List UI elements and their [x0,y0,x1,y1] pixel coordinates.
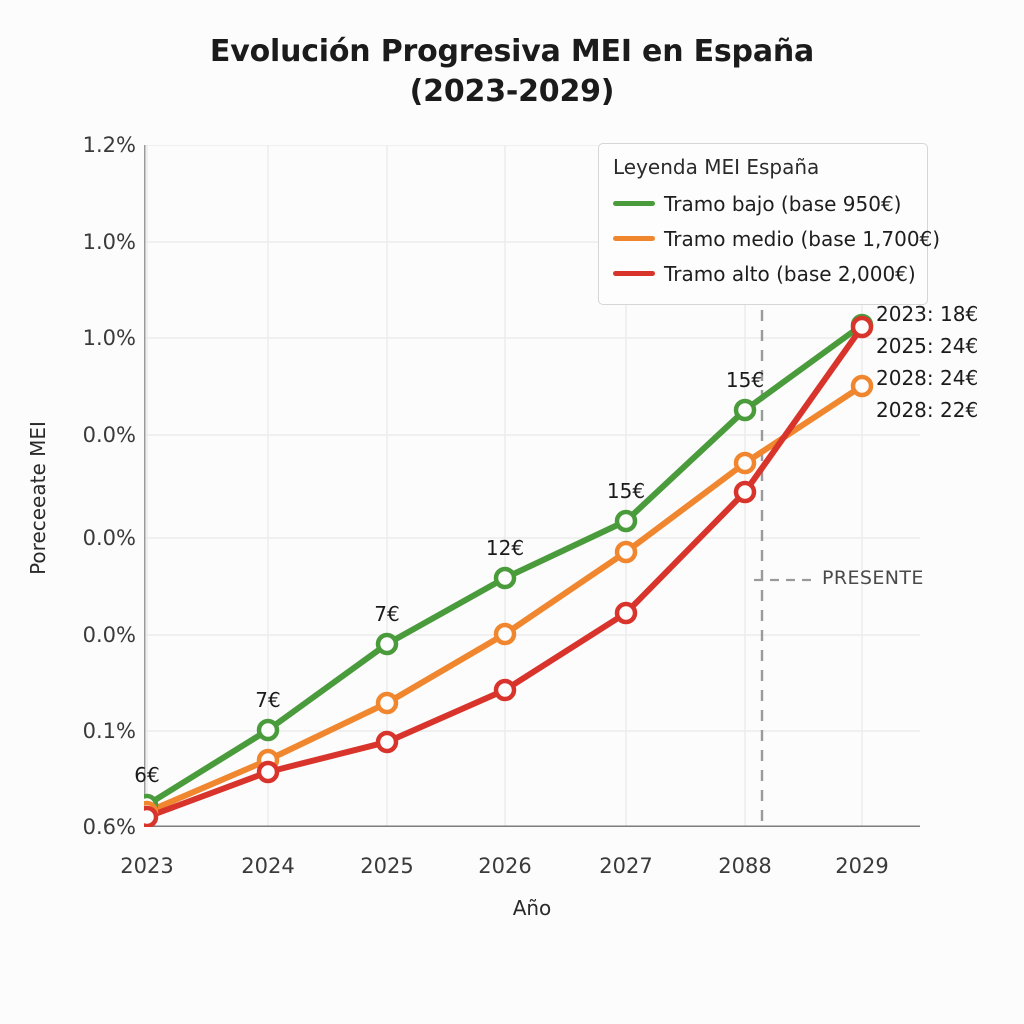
legend-item-label: Tramo bajo (base 950€) [664,191,902,216]
data-point-marker [850,315,874,339]
data-point-marker [614,509,638,533]
legend-entries: Tramo bajo (base 950€) Tramo medio (base … [613,186,940,291]
y-axis-label: Poreceeate MEI [26,421,50,575]
data-point-marker [375,730,399,754]
present-marker-label: PRESENTE [822,567,924,589]
y-tick-label: 0.6% [82,815,136,839]
point-annotation: 7€ [255,688,281,712]
legend-item-1[interactable]: Tramo medio (base 1,700€) [613,221,940,256]
point-annotation: 6€ [134,763,160,787]
data-point-marker [144,805,159,827]
x-tick-label: 2024 [241,854,295,878]
legend-color-swatch [613,201,655,206]
x-tick-label: 2088 [718,854,772,878]
annotation-right-line: 2028: 22€ [876,398,979,422]
title-line-1: Evolución Progresiva MEI en España [209,34,815,69]
data-point-marker [733,451,757,475]
x-axis-label: Año [512,896,552,920]
y-tick-label: 1.2% [82,133,136,157]
title-line-2: (2023-2029) [409,73,615,109]
data-point-marker [614,601,638,625]
chart-legend[interactable]: Leyenda MEI España Tramo bajo (base 950€… [598,143,940,305]
y-tick-label: 1.0% [82,326,136,350]
data-point-marker [850,374,874,398]
page-title: Evolución Progresiva MEI en España (2023… [0,32,1024,111]
point-annotation: 12€ [485,536,525,560]
plot-area [144,145,920,827]
point-annotation: 7€ [374,602,400,626]
y-axis-ticks: 1.2% 1.0% 1.0% 0.0% 0.0% 0.0% 0.1% 0.6% [40,0,136,1024]
x-tick-label: 2025 [360,854,414,878]
y-tick-label: 0.0% [82,623,136,647]
legend-color-swatch [613,236,655,241]
legend-color-swatch [613,271,655,276]
x-tick-label: 2026 [478,854,532,878]
data-point-marker [493,622,517,646]
point-annotation: 15€ [725,368,765,392]
legend-title: Leyenda MEI España [613,155,820,179]
legend-item-label: Tramo alto (base 2,000€) [664,261,916,286]
y-tick-label: 1.0% [82,230,136,254]
annotation-right-line: 2023: 18€ [876,302,979,326]
x-tick-label: 2023 [120,854,174,878]
y-tick-label: 0.1% [82,719,136,743]
x-tick-label: 2027 [599,854,653,878]
data-point-marker [493,566,517,590]
legend-item-label: Tramo medio (base 1,700€) [664,226,941,251]
annotation-right-line: 2028: 24€ [876,366,979,390]
data-point-marker [256,718,280,742]
point-annotation: 15€ [606,479,646,503]
annotation-right-line: 2025: 24€ [876,334,979,358]
data-point-marker [375,632,399,656]
data-point-marker [733,398,757,422]
data-point-marker [256,760,280,784]
x-tick-label: 2029 [835,854,889,878]
legend-item-2[interactable]: Tramo alto (base 2,000€) [613,256,916,291]
data-point-marker [614,540,638,564]
data-point-marker [493,678,517,702]
data-point-marker [375,691,399,715]
legend-item-0[interactable]: Tramo bajo (base 950€) [613,186,913,221]
data-point-marker [733,480,757,504]
y-tick-label: 0.0% [82,526,136,550]
y-tick-label: 0.0% [82,423,136,447]
